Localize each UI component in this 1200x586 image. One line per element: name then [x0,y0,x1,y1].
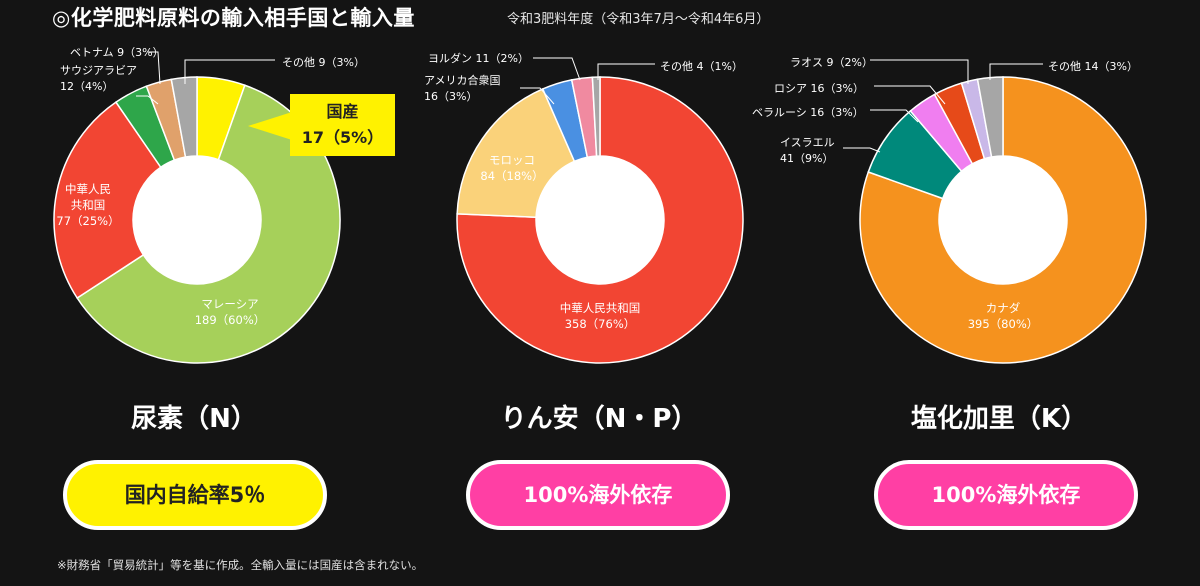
callout-line1: 国産 [326,102,359,121]
slice-labels: マレーシア189（60%）中華人民共和国77（25%）サウジアラビア12（4%）… [56,46,1138,331]
fertilizer-name-ammonium-phosphate: りん安（N・P） [500,404,698,434]
slice-label-usa: アメリカ合衆国 [424,73,500,87]
slice-label-other: その他 9（3%） [282,56,365,69]
slice-label-israel: イスラエル [780,136,835,149]
center-label: 全輸入量 [974,201,1031,218]
slice-label-jordan: ヨルダン 11（2%） [428,51,529,65]
slice-label-china: 中華人民 [65,182,111,196]
center-label: 492千トン [967,225,1038,242]
donut-charts: 全輸入量 298千トン 全輸入量 472千トン 全輸入量 492千トン マレーシア 18… [53,46,1147,364]
slice-label-russia: ロシア 16（3%） [774,82,864,95]
callout-tail [248,112,292,140]
slice-label-israel: 41（9%） [780,152,833,165]
donut-hole [939,156,1067,284]
center-label: 472千トン [564,225,635,242]
slice-label-saudi-arabia: 12（4%） [60,80,113,93]
self-sufficiency-badge: 国内自給率5％ [63,460,327,530]
leader-line-other [597,63,655,80]
leader-line-other [184,59,275,84]
leader-line-saudi-arabia [136,95,159,105]
slice-label-saudi-arabia: サウジアラビア [60,64,137,77]
import-dependency-badge-np: 100%海外依存 [466,460,730,530]
donut-hole [133,156,261,284]
import-dependency-badge-k: 100%海外依存 [874,460,1138,530]
slice-label-malaysia: マレーシア [201,297,258,311]
footnote: ※財務省「貿易統計」等を基に作成。全輸入量には国産は含まれない。 [57,558,424,572]
slice-label-morocco: モロッコ [489,153,535,167]
slice-label-canada: 395（80%） [968,317,1039,331]
slice-label-other: その他 14（3%） [1048,60,1138,73]
slice-label-vietnam: ベトナム 9（3%） [70,46,164,59]
leader-line-other [989,63,1043,80]
slice-label-canada: カナダ [986,301,1021,315]
slice-label-china: 共和国 [71,198,106,212]
center-label: 298千トン [161,225,232,242]
slice-label-china: 中華人民共和国 [560,301,641,315]
leader-line-laos [870,59,969,84]
leader-line-vietnam [148,51,161,85]
slice-label-china: 358（76%） [565,317,636,331]
donut-urea: 全輸入量 298千トン [53,76,341,364]
fertilizer-name-potassium-chloride: 塩化加里（K） [910,404,1088,434]
page-title: ◎化学肥料原料の輸入相手国と輸入量 [52,6,415,30]
slice-label-malaysia: 189（60%） [195,313,266,327]
center-label: 全輸入量 [168,201,225,218]
leader-line-jordan [533,57,581,81]
slice-label-china: 77（25%） [56,214,119,228]
callout-line2: 17（5%） [301,128,384,147]
slice-label-laos: ラオス 9（2%） [790,56,873,69]
leader-line-belarus [870,109,919,123]
leader-line-israel [843,147,881,153]
center-label: 全輸入量 [571,201,628,218]
fertilizer-name-urea: 尿素（N） [131,404,257,434]
page-subtitle: 令和3肥料年度（令和3年7月～令和4年6月） [507,12,770,27]
slice-label-other: その他 4（1%） [660,60,743,73]
donut-ammonium-phosphate: 全輸入量 472千トン [456,76,744,364]
leader-line-usa [520,87,555,105]
slice-label-belarus: ベラルーシ 16（3%） [752,106,864,119]
slice-label-usa: 16（3%） [424,90,477,103]
donut-hole [536,156,664,284]
leader-line-russia [874,85,946,105]
domestic-callout: 国産 17（5%） [290,94,395,156]
donut-potassium-chloride: 全輸入量 492千トン [859,76,1147,364]
slice-label-morocco: 84（18%） [480,169,543,183]
